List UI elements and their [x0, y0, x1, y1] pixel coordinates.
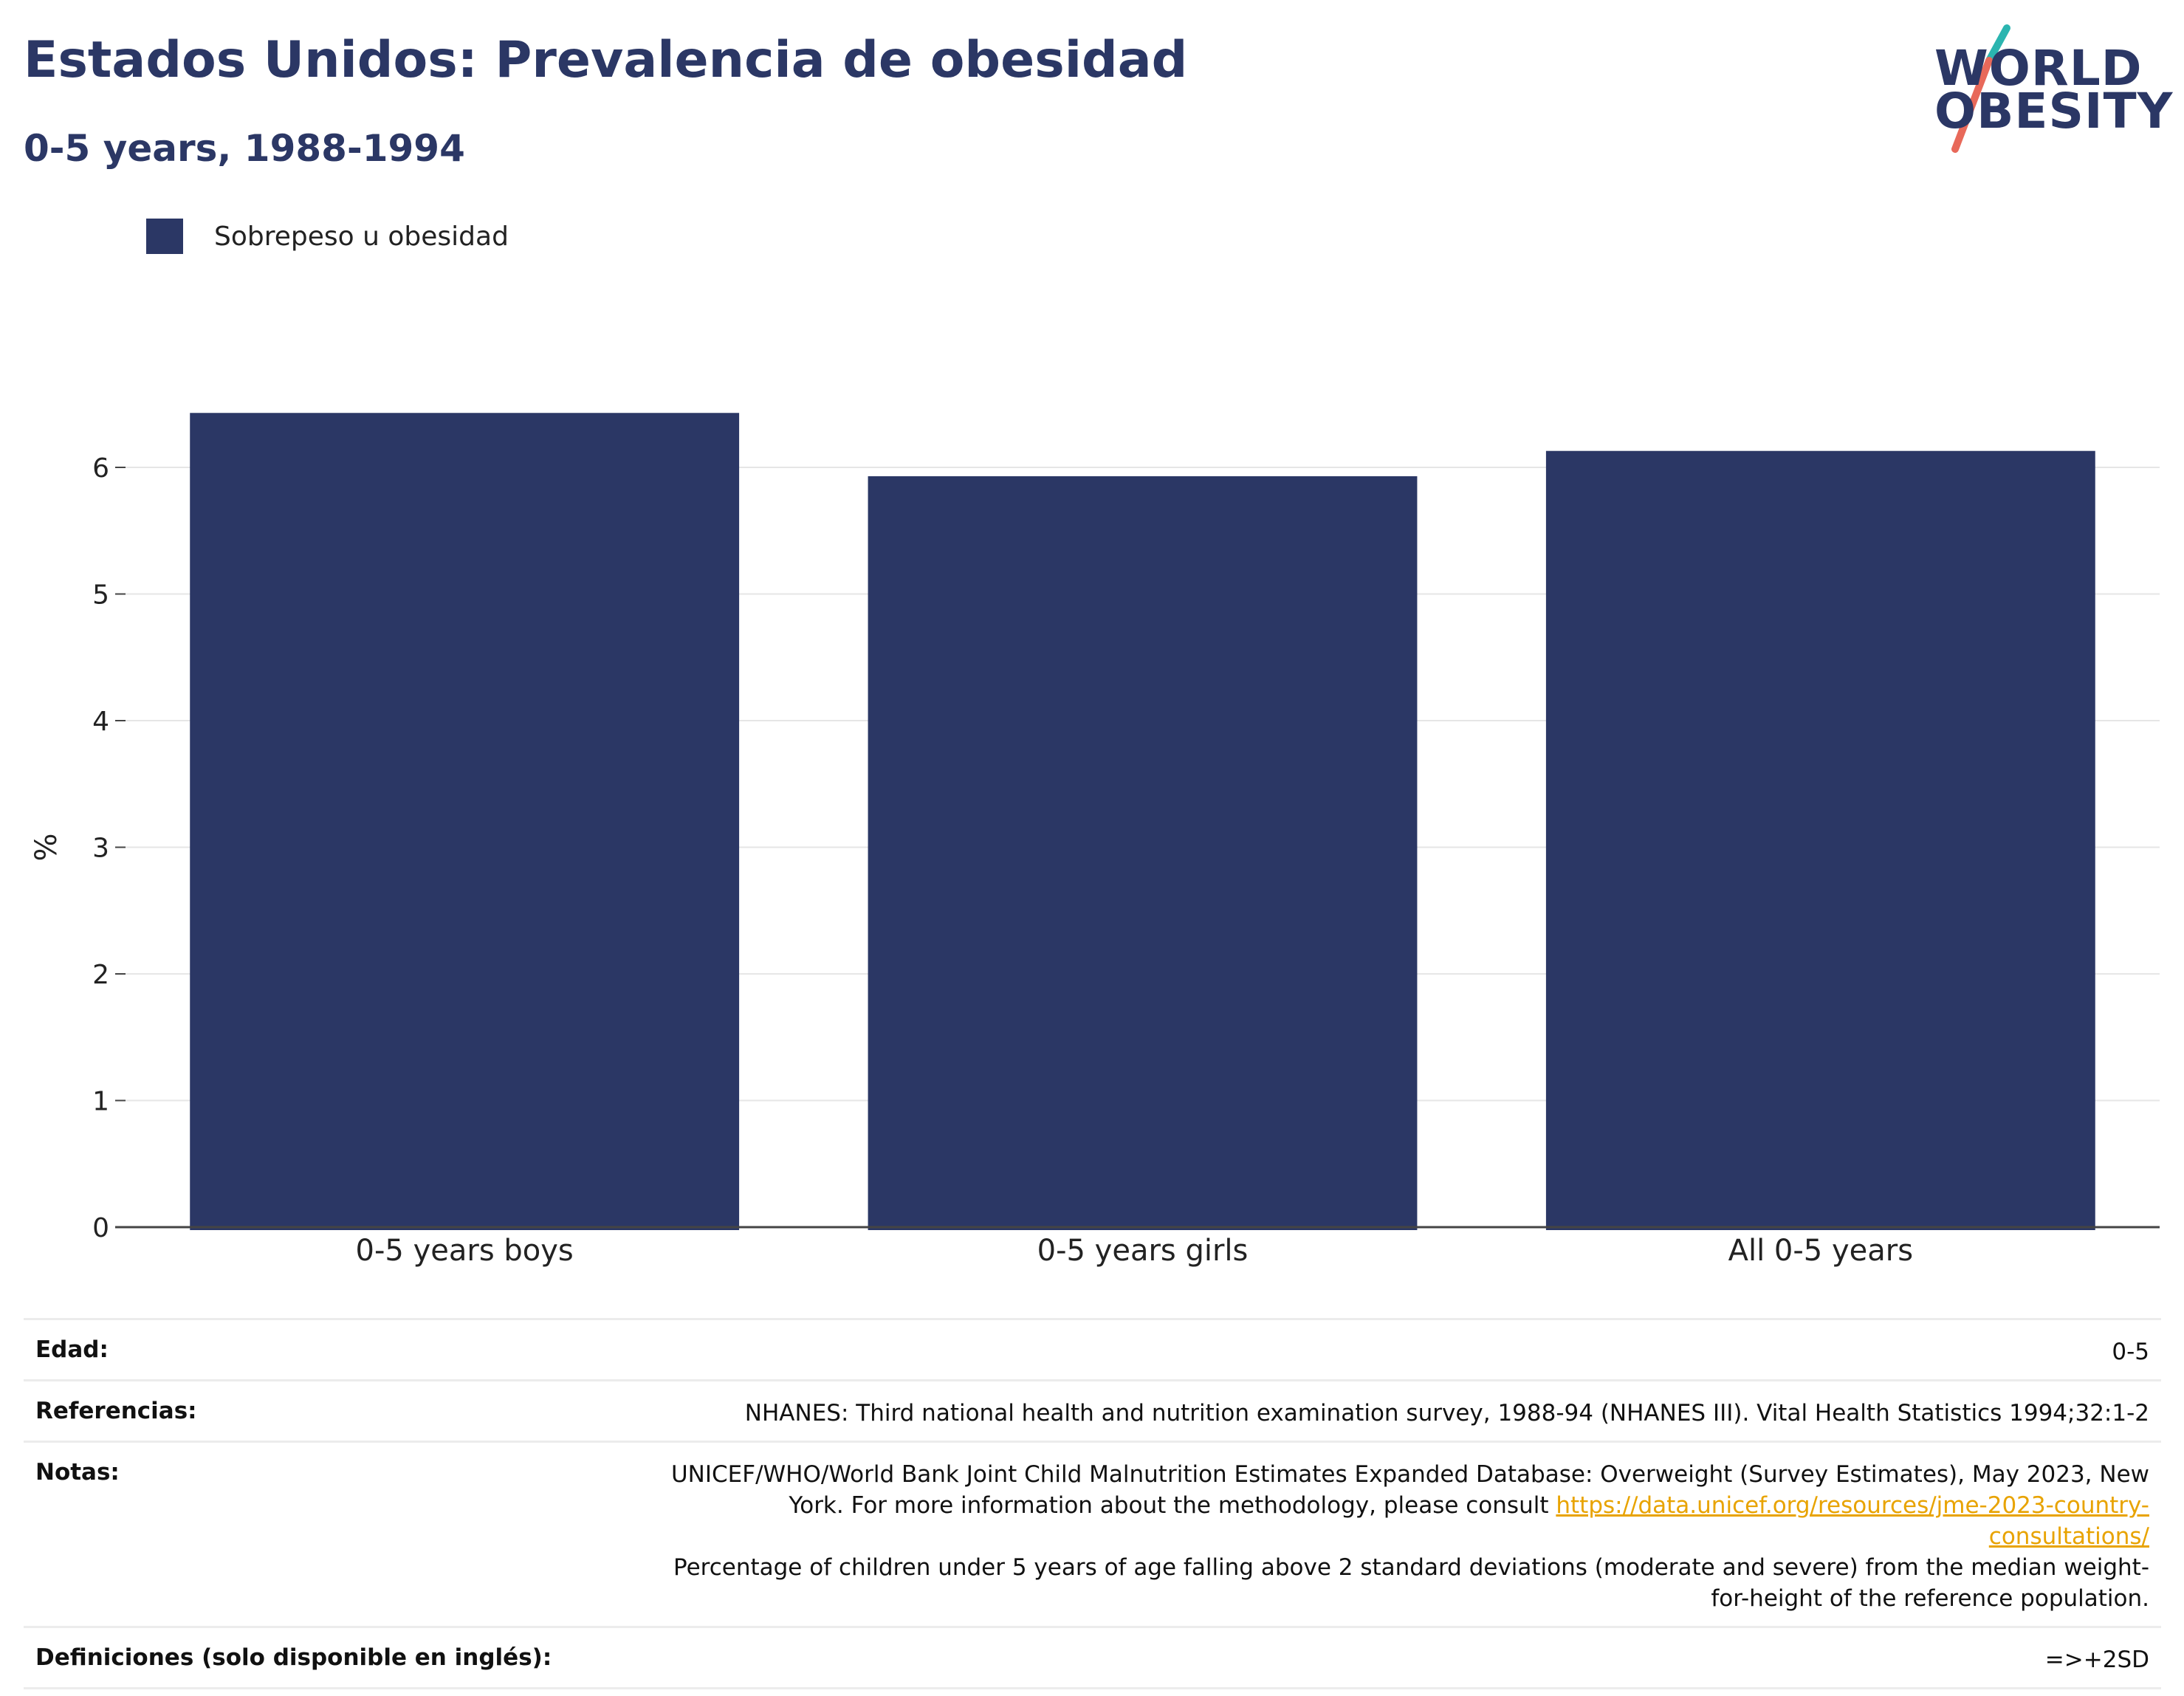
y-tick-label: 1	[92, 1087, 109, 1117]
notes-text: UNICEF/WHO/World Bank Joint Child Malnut…	[670, 1461, 2149, 1519]
y-tick-label: 4	[92, 707, 109, 737]
info-value: 0-5	[2112, 1339, 2149, 1365]
y-tick-label: 2	[92, 960, 109, 990]
y-tick-label: 5	[92, 580, 109, 611]
x-tick-label: 0-5 years boys	[356, 1234, 574, 1268]
world-obesity-logo: WORLD OBESITY	[1927, 22, 2174, 155]
notes-definition: Percentage of children under 5 years of …	[673, 1554, 2149, 1612]
x-tick-label: All 0-5 years	[1728, 1234, 1913, 1268]
y-tick-label: 3	[92, 834, 109, 864]
info-row-referencias: Referencias: NHANES: Third national heal…	[24, 1379, 2161, 1441]
info-key: Definiciones (solo disponible en inglés)…	[35, 1644, 552, 1671]
info-row-edad: Edad: 0-5	[24, 1318, 2161, 1379]
bar	[190, 413, 740, 1230]
bars	[190, 413, 2095, 1230]
info-value: =>+2SD	[2044, 1647, 2149, 1673]
y-tick-label: 0	[92, 1213, 109, 1243]
page-subtitle: 0-5 years, 1988-1994	[24, 127, 465, 170]
logo-world-text: WORLD	[1934, 40, 2143, 97]
legend-label: Sobrepeso u obesidad	[214, 221, 509, 252]
info-value: NHANES: Third national health and nutrit…	[744, 1400, 2149, 1427]
logo-slash-icon	[1951, 24, 2010, 153]
methodology-link[interactable]: https://data.unicef.org/resources/jme-20…	[1556, 1492, 2149, 1550]
axes: 0 1 2 3 4 5 6 0-5 years boys 0-5 years girls All …	[92, 453, 2160, 1268]
x-tick-label: 0-5 years girls	[1037, 1234, 1249, 1268]
bar-chart: 0 1 2 3 4 5 6 0-5 years boys 0-5 years girls All …	[30, 413, 2160, 1268]
info-key: Notas:	[35, 1459, 120, 1486]
y-axis-label: %	[30, 833, 63, 861]
info-key: Edad:	[35, 1336, 109, 1363]
info-row-definiciones: Definiciones (solo disponible en inglés)…	[24, 1626, 2161, 1689]
y-tick-label: 6	[92, 453, 109, 484]
page-title: Estados Unidos: Prevalencia de obesidad	[24, 31, 1188, 89]
info-value: UNICEF/WHO/World Bank Joint Child Malnut…	[636, 1459, 2149, 1614]
logo-obesity-text: OBESITY	[1934, 83, 2174, 140]
bar	[1545, 450, 2095, 1230]
info-row-notas: Notas: UNICEF/WHO/World Bank Joint Child…	[24, 1441, 2161, 1626]
info-table: Edad: 0-5 Referencias: NHANES: Third nat…	[24, 1318, 2161, 1689]
info-key: Referencias:	[35, 1398, 197, 1424]
legend-swatch	[146, 219, 183, 254]
chart-legend: Sobrepeso u obesidad	[146, 219, 509, 254]
bar	[868, 476, 1418, 1230]
